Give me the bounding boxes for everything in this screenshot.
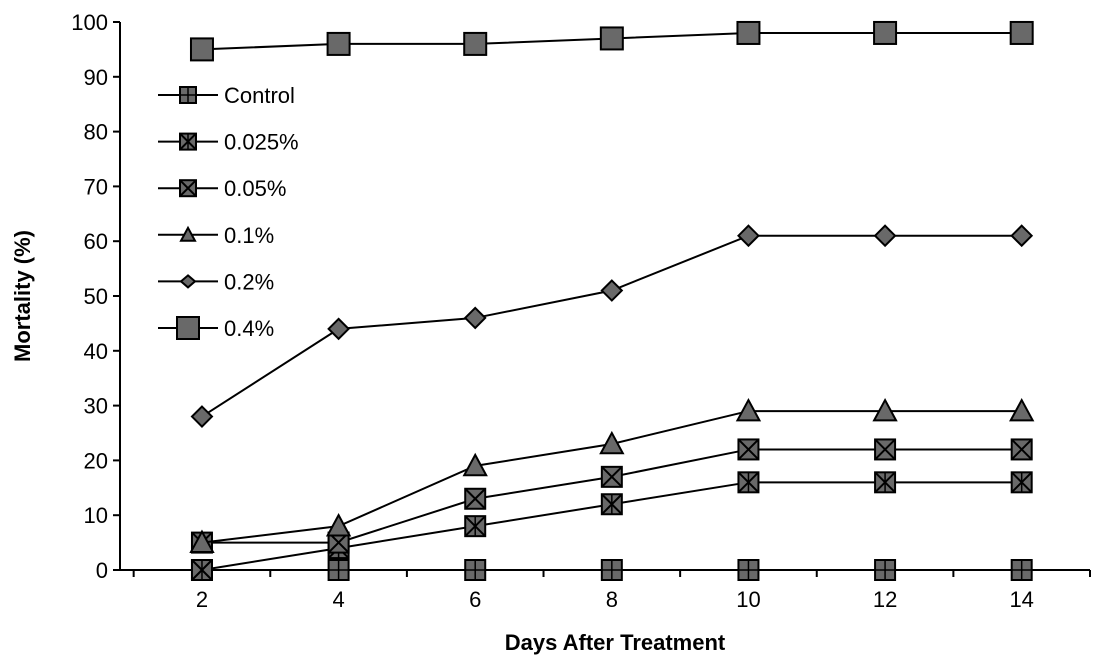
y-tick-label: 40 (84, 339, 108, 364)
legend-marker (176, 316, 200, 340)
legend-label: 0.2% (224, 269, 274, 294)
data-point (190, 559, 213, 581)
data-point (600, 559, 623, 581)
data-point (737, 471, 760, 494)
legend-item: 0.2% (158, 269, 274, 294)
y-tick-label: 10 (84, 503, 108, 528)
x-tick-label: 4 (332, 587, 344, 612)
data-point (874, 438, 897, 461)
y-tick-label: 60 (84, 229, 108, 254)
data-point (737, 438, 760, 461)
data-point (873, 224, 897, 248)
x-tick-label: 2 (196, 587, 208, 612)
data-point (1010, 224, 1034, 248)
data-point (874, 559, 897, 581)
legend-item: 0.4% (158, 316, 274, 341)
y-tick-label: 90 (84, 65, 108, 90)
data-point (464, 487, 487, 510)
data-point (735, 397, 762, 422)
data-point (1010, 559, 1033, 581)
y-tick-label: 30 (84, 394, 108, 419)
data-point (600, 279, 624, 302)
data-point (874, 471, 897, 494)
data-point (599, 26, 624, 51)
y-tick-label: 20 (84, 448, 108, 473)
x-tick-label: 10 (736, 587, 760, 612)
data-point (599, 430, 625, 455)
data-point (189, 37, 214, 62)
legend: Control 0.025% 0.05% 0.1% 0.2% 0.4% (158, 83, 299, 341)
series-4 (189, 397, 1035, 553)
y-tick-label: 50 (84, 284, 108, 309)
y-tick-label: 0 (96, 558, 108, 583)
legend-label: 0.4% (224, 316, 274, 341)
x-tick-label: 12 (873, 587, 897, 612)
data-point (464, 515, 487, 538)
legend-item: Control (158, 83, 295, 108)
series-1 (190, 559, 1033, 581)
legend-item: 0.05% (158, 176, 286, 201)
x-tick-label: 8 (606, 587, 618, 612)
x-tick-label: 6 (469, 587, 481, 612)
legend-label: 0.1% (224, 223, 274, 248)
data-point (737, 224, 760, 248)
data-point (873, 20, 898, 45)
data-point (1010, 438, 1033, 461)
legend-label: 0.05% (224, 176, 286, 201)
data-point (464, 559, 487, 581)
series-3 (190, 438, 1033, 554)
legend-marker (179, 86, 197, 104)
data-point (463, 31, 488, 56)
legend-label: Control (224, 83, 295, 108)
data-point (872, 397, 898, 422)
data-point (190, 405, 214, 428)
y-axis-title: Mortality (%) (10, 230, 35, 362)
data-point (600, 465, 623, 488)
series-6 (189, 20, 1034, 62)
data-point (737, 559, 760, 581)
legend-marker (179, 274, 197, 289)
legend-marker (179, 132, 197, 151)
series-layer (189, 20, 1035, 581)
legend-marker (179, 225, 197, 242)
data-point (462, 452, 488, 477)
series-line (201, 234, 1022, 418)
y-tick-label: 100 (71, 10, 108, 35)
x-axis-title: Days After Treatment (505, 630, 726, 655)
legend-item: 0.1% (158, 223, 274, 248)
data-point (327, 559, 350, 581)
data-point (463, 306, 487, 330)
data-point (736, 20, 761, 45)
data-point (326, 31, 351, 56)
data-point (1009, 397, 1035, 422)
data-point (600, 493, 623, 516)
data-point (327, 317, 351, 341)
legend-item: 0.025% (158, 130, 299, 155)
data-point (1009, 20, 1034, 45)
y-tick-label: 80 (84, 120, 108, 145)
x-tick-label: 14 (1009, 587, 1033, 612)
data-point (325, 513, 352, 537)
legend-marker (179, 179, 197, 198)
series-5 (190, 224, 1034, 428)
data-point (189, 529, 215, 553)
legend-label: 0.025% (224, 130, 299, 155)
data-point (1010, 471, 1033, 494)
y-tick-label: 70 (84, 174, 108, 199)
